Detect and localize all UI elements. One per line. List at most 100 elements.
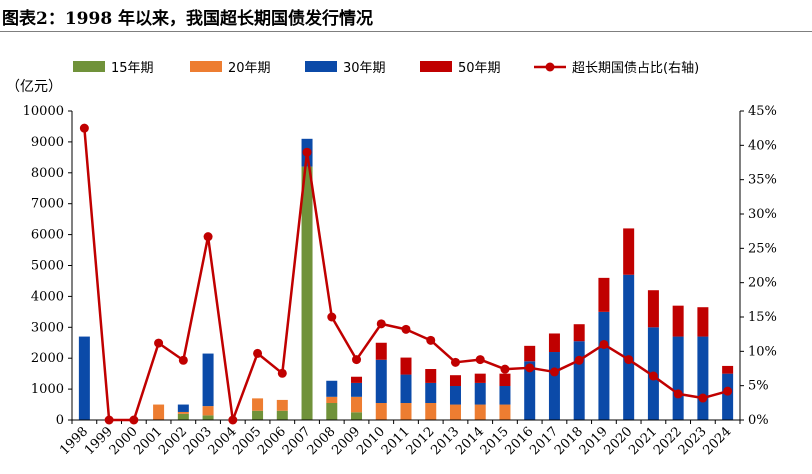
bar-segment <box>400 374 412 404</box>
y2-tick-label: 30% <box>748 207 777 222</box>
bar-segment <box>400 403 412 420</box>
bar-segment <box>449 375 461 387</box>
x-tick-label: 2024 <box>700 424 734 458</box>
y2-tick-label: 40% <box>748 138 777 153</box>
y-tick-label: 6000 <box>31 228 64 243</box>
bar-segment <box>647 290 659 328</box>
share-line-point <box>79 123 89 133</box>
legend-label: 超长期国债占比(右轴) <box>572 61 699 76</box>
bar-segment <box>351 396 363 413</box>
bar-segment <box>524 361 536 420</box>
y-tick-label: 0 <box>56 413 64 428</box>
y-tick-label: 8000 <box>31 166 64 181</box>
y-tick-label: 3000 <box>31 320 64 335</box>
bar-segment <box>722 373 734 420</box>
bar-segment <box>78 336 90 420</box>
legend-label: 50年期 <box>458 61 501 76</box>
bar-segment <box>449 386 461 405</box>
share-line-point <box>599 339 609 349</box>
bar-segment <box>326 403 338 420</box>
share-line-point <box>426 335 436 345</box>
share-line-point <box>253 348 263 358</box>
y-tick-label: 4000 <box>31 289 64 304</box>
bar-segment <box>672 305 684 337</box>
share-line-point <box>574 355 584 365</box>
bar-segment <box>449 404 461 420</box>
bar-segment <box>474 373 486 383</box>
bar-segment <box>697 307 709 337</box>
y2-tick-label: 20% <box>748 276 777 291</box>
y2-tick-label: 10% <box>748 344 777 359</box>
share-line-point <box>723 386 733 396</box>
bar-segment <box>499 386 511 405</box>
bar-segment <box>474 404 486 420</box>
share-line-point <box>376 319 386 329</box>
share-line-point <box>475 355 485 365</box>
bar-segment <box>202 415 214 420</box>
bar-segment <box>375 342 387 360</box>
bar-segment <box>598 311 610 420</box>
bar-segment <box>474 382 486 405</box>
y-axis-unit-label: （亿元） <box>6 79 62 95</box>
bar-segment <box>351 376 363 383</box>
bar-segment <box>177 411 189 414</box>
legend-label: 20年期 <box>228 61 271 76</box>
bar-segment <box>548 352 560 420</box>
bar-segment <box>623 228 635 275</box>
chart-tick-labels: 0 1000 2000 3000 4000 5000 6000 7000 8000 9000 100… <box>23 104 777 458</box>
bar-segment <box>524 345 536 362</box>
bar-segment <box>672 336 684 420</box>
share-line-point <box>178 355 188 365</box>
title-divider <box>0 31 812 32</box>
bar-segment <box>351 412 363 420</box>
share-line-point <box>525 363 535 373</box>
share-line-point <box>154 338 164 348</box>
y-tick-label: 1000 <box>31 382 64 397</box>
bar-segment <box>400 357 412 375</box>
share-line-point <box>302 147 312 157</box>
chart-legend: 15年期 20年期 30年期 50年期 超长期国债占比(右轴) <box>73 61 699 76</box>
legend-swatch-marker <box>545 62 555 72</box>
share-line-point <box>104 415 114 425</box>
share-line-point <box>500 364 510 374</box>
bar-segment <box>425 369 437 383</box>
bar-segment <box>177 404 189 412</box>
share-line-point <box>549 367 559 377</box>
bar-segment <box>326 380 338 397</box>
legend-swatch <box>305 61 337 72</box>
bar-segment <box>722 365 734 374</box>
share-line-point <box>401 324 411 334</box>
share-line-point <box>129 415 139 425</box>
y2-tick-label: 25% <box>748 241 777 256</box>
y2-tick-label: 0% <box>748 413 769 428</box>
share-line-point <box>352 355 362 365</box>
chart-axes <box>68 110 744 424</box>
y-tick-label: 7000 <box>31 197 64 212</box>
bar-segment <box>375 359 387 404</box>
bar-segment <box>623 274 635 420</box>
y2-tick-label: 45% <box>748 104 777 119</box>
figure-title: 图表2：1998 年以来，我国超长期国债发行情况 <box>2 9 374 29</box>
share-line-point <box>228 415 238 425</box>
y-tick-label: 5000 <box>31 259 64 274</box>
bar-segment <box>499 373 511 387</box>
share-line-point <box>203 232 213 242</box>
share-line-point <box>624 355 634 365</box>
share-line-point <box>698 393 708 403</box>
legend-swatch <box>73 61 105 72</box>
bar-segment <box>598 277 610 312</box>
y-tick-label: 10000 <box>23 104 64 119</box>
bar-segment <box>202 353 214 407</box>
bar-segment <box>252 410 264 420</box>
bar-segment <box>425 403 437 420</box>
share-line-point <box>648 371 658 381</box>
bar-segment <box>276 399 288 411</box>
bar-segment <box>548 333 560 353</box>
legend-swatch <box>420 61 452 72</box>
bar-segment <box>573 341 585 420</box>
share-line-point <box>327 312 337 322</box>
y-tick-label: 2000 <box>31 351 64 366</box>
legend-swatch <box>190 61 222 72</box>
bar-segment <box>375 403 387 420</box>
